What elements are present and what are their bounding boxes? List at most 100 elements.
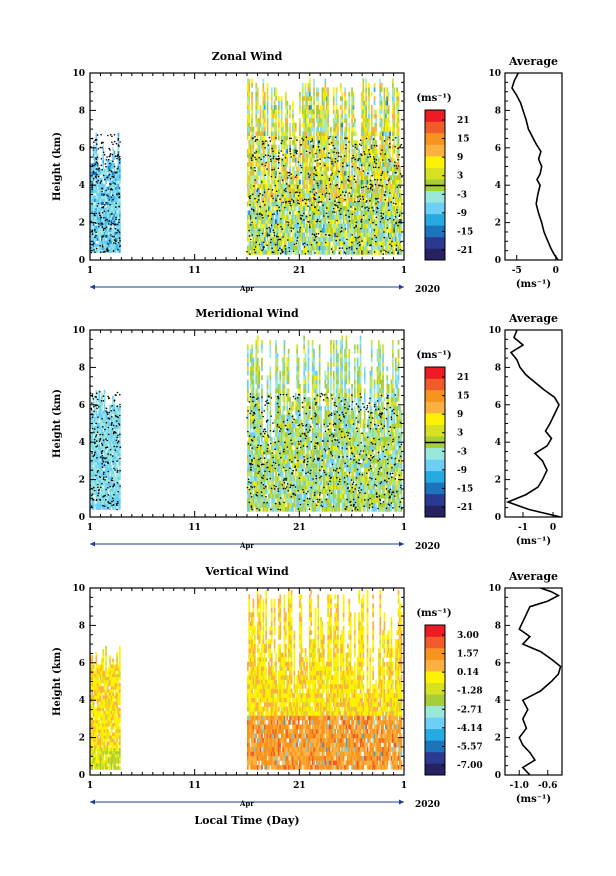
heatmap-cell xyxy=(375,153,377,158)
heatmap-cell xyxy=(286,184,289,189)
contour-dot xyxy=(295,174,298,177)
heatmap-cell xyxy=(285,157,287,163)
heatmap-cell xyxy=(259,192,262,198)
contour-dot xyxy=(294,191,297,194)
contour-dot xyxy=(303,219,305,221)
heatmap-cell xyxy=(276,197,279,202)
heatmap-cell xyxy=(285,122,287,128)
heatmap-cell xyxy=(320,105,322,110)
heatmap-cell xyxy=(270,122,273,128)
heatmap-cell xyxy=(392,157,394,163)
contour-dot xyxy=(342,191,344,193)
colorbar-segment xyxy=(425,167,445,180)
heatmap-cell xyxy=(94,159,96,164)
heatmap-cell xyxy=(387,232,390,238)
heatmap-cell xyxy=(265,192,267,198)
heatmap-cell xyxy=(306,135,308,141)
heatmap-cell xyxy=(293,241,296,246)
heatmap-cell xyxy=(307,214,310,220)
heatmap-cell xyxy=(347,206,349,211)
heatmap-cell xyxy=(386,236,389,242)
heatmap-cell xyxy=(282,228,284,233)
heatmap-cell xyxy=(382,175,384,180)
heatmap-cell xyxy=(306,118,308,123)
heatmap-cell xyxy=(273,135,276,141)
heatmap-cell xyxy=(269,214,272,220)
heatmap-cell xyxy=(366,228,369,233)
heatmap-cell xyxy=(386,245,389,251)
heatmap-cell xyxy=(307,175,310,180)
heatmap-cell xyxy=(109,198,111,202)
heatmap-cell xyxy=(321,131,324,136)
heatmap-cell xyxy=(116,168,118,172)
heatmap-cell xyxy=(301,96,304,101)
heatmap-cell xyxy=(92,228,95,232)
contour-dot xyxy=(307,198,310,201)
heatmap-cell xyxy=(92,156,95,161)
heatmap-cell xyxy=(292,105,294,110)
heatmap-cell xyxy=(383,96,386,101)
heatmap-cell xyxy=(102,207,105,211)
heatmap-cell xyxy=(116,204,118,208)
heatmap-cell xyxy=(389,206,391,211)
heatmap-cell xyxy=(382,241,384,246)
heatmap-cell xyxy=(309,96,311,101)
heatmap-cell xyxy=(356,232,359,238)
contour-dot xyxy=(366,200,368,202)
heatmap-cell xyxy=(376,153,379,158)
heatmap-cell xyxy=(389,201,391,207)
heatmap-cells xyxy=(90,335,403,512)
heatmap-cell xyxy=(299,223,301,229)
heatmap-cell xyxy=(385,223,387,229)
heatmap-cell xyxy=(283,144,286,150)
heatmap-cell xyxy=(91,201,94,205)
heatmap-cell xyxy=(290,179,293,185)
heatmap-cell xyxy=(248,157,251,163)
contour-dot xyxy=(345,144,347,146)
heatmap-cell xyxy=(251,131,253,136)
heatmap-cell xyxy=(99,231,102,235)
heatmap-cell xyxy=(310,197,313,202)
contour-dot xyxy=(344,228,347,230)
heatmap-cell xyxy=(358,170,360,176)
heatmap-cell xyxy=(327,105,329,110)
heatmap-cell xyxy=(341,210,344,216)
heatmap-cell xyxy=(318,223,321,229)
heatmap-cell xyxy=(280,96,283,101)
heatmap-cell xyxy=(283,245,286,251)
heatmap-cell xyxy=(275,206,277,211)
heatmap-cell xyxy=(389,131,391,136)
contour-dot xyxy=(279,198,281,200)
heatmap-cell xyxy=(263,157,266,163)
heatmap-cell xyxy=(310,250,313,255)
heatmap-cell xyxy=(297,245,300,251)
heatmap-cell xyxy=(368,197,370,202)
heatmap-cell xyxy=(251,148,253,154)
heatmap-cell xyxy=(247,109,249,115)
heatmap-cell xyxy=(323,131,325,136)
heatmap-cell xyxy=(301,109,304,115)
heatmap-cell xyxy=(351,179,353,185)
heatmap-cell xyxy=(279,214,282,220)
heatmap-cell xyxy=(361,184,363,189)
heatmap-cell xyxy=(98,168,100,172)
heatmap-cell xyxy=(113,174,116,178)
heatmap-cell xyxy=(379,118,382,123)
heatmap-cell xyxy=(117,135,120,140)
heatmap-cell xyxy=(119,234,121,238)
contour-dot xyxy=(391,252,393,254)
heatmap-cell xyxy=(366,184,369,189)
heatmap-cell xyxy=(290,192,293,198)
contour-dot xyxy=(114,155,117,158)
contour-dot xyxy=(321,174,323,176)
heatmap-cell xyxy=(252,197,255,202)
heatmap-cell xyxy=(386,188,389,194)
heatmap-cell xyxy=(95,153,98,158)
heatmap-cell xyxy=(316,131,318,136)
heatmap-cell xyxy=(369,201,372,207)
heatmap-cell xyxy=(117,198,120,202)
heatmap-cell xyxy=(323,179,325,185)
heatmap-cell xyxy=(400,206,403,211)
heatmap-cell xyxy=(368,223,370,229)
heatmap-cell xyxy=(249,179,252,185)
